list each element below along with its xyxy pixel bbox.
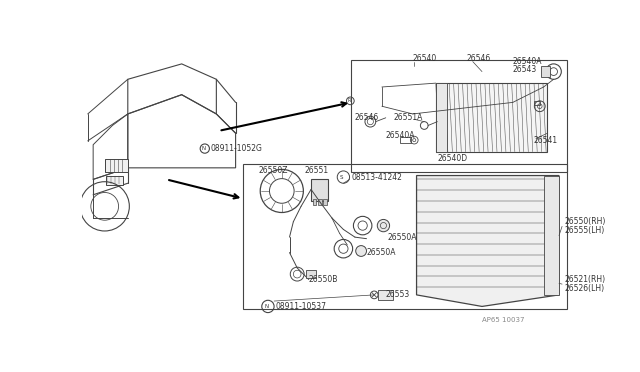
Text: 08911-10537: 08911-10537 bbox=[276, 302, 326, 311]
Bar bbox=[351, 60, 566, 172]
Bar bbox=[378, 289, 394, 300]
Text: 26550(RH): 26550(RH) bbox=[564, 217, 606, 226]
Bar bbox=[399, 137, 411, 143]
Text: 26546: 26546 bbox=[467, 54, 491, 63]
Text: 26551: 26551 bbox=[305, 166, 329, 174]
Bar bbox=[323, 199, 327, 205]
Text: 26551A: 26551A bbox=[394, 113, 423, 122]
Text: 26555(LH): 26555(LH) bbox=[564, 227, 605, 235]
Text: 26550A: 26550A bbox=[387, 232, 417, 242]
Circle shape bbox=[356, 246, 367, 256]
Text: N: N bbox=[264, 304, 268, 309]
Text: 26540A: 26540A bbox=[386, 131, 415, 140]
Text: R: R bbox=[348, 98, 351, 103]
Text: 26553: 26553 bbox=[386, 291, 410, 299]
Bar bbox=[436, 83, 447, 153]
Text: 26550A: 26550A bbox=[367, 248, 396, 257]
Text: 26526(LH): 26526(LH) bbox=[564, 284, 605, 293]
Text: 26546: 26546 bbox=[355, 113, 380, 122]
Text: 26521(RH): 26521(RH) bbox=[564, 275, 605, 284]
Bar bbox=[105, 158, 128, 173]
Circle shape bbox=[378, 219, 390, 232]
Text: 08911-1052G: 08911-1052G bbox=[210, 144, 262, 153]
Polygon shape bbox=[417, 176, 559, 307]
Text: N: N bbox=[201, 146, 205, 151]
Bar bbox=[318, 199, 322, 205]
Bar bbox=[243, 164, 566, 309]
Text: 26540: 26540 bbox=[413, 54, 437, 63]
Text: 08513-41242: 08513-41242 bbox=[351, 173, 402, 182]
Text: 26543: 26543 bbox=[513, 65, 537, 74]
Text: 26540A: 26540A bbox=[513, 57, 542, 66]
Text: AP65 10037: AP65 10037 bbox=[482, 317, 525, 323]
Text: 26541: 26541 bbox=[534, 137, 557, 145]
Text: 26550B: 26550B bbox=[308, 275, 338, 284]
Bar bbox=[543, 176, 559, 295]
Bar bbox=[534, 101, 540, 105]
Bar bbox=[312, 199, 316, 205]
Text: S: S bbox=[339, 174, 343, 180]
Bar bbox=[541, 66, 550, 77]
Text: 26550Z: 26550Z bbox=[259, 166, 288, 174]
Bar bbox=[436, 83, 547, 153]
Bar bbox=[106, 176, 123, 185]
Bar bbox=[311, 179, 328, 201]
Bar bbox=[307, 270, 316, 278]
Text: 26540D: 26540D bbox=[437, 154, 467, 163]
